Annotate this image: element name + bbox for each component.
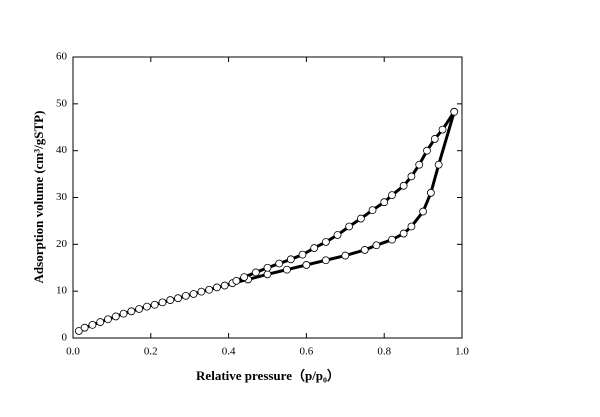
x-axis-label: Relative pressure（p/p₀） xyxy=(196,368,340,383)
data-point xyxy=(96,318,105,326)
data-point xyxy=(283,265,291,274)
data-point xyxy=(205,285,214,294)
data-point xyxy=(286,255,295,264)
data-point xyxy=(111,312,120,321)
data-point xyxy=(174,294,182,303)
data-point xyxy=(356,214,365,223)
data-point xyxy=(380,198,389,207)
data-point xyxy=(372,241,381,250)
data-point xyxy=(407,172,416,181)
y-tick-label: 50 xyxy=(56,97,68,109)
data-point xyxy=(321,238,330,246)
data-point xyxy=(232,276,241,285)
data-point xyxy=(143,302,151,311)
data-point xyxy=(423,146,431,155)
x-tick-label: 0.6 xyxy=(300,346,314,358)
data-point xyxy=(388,235,396,244)
series-line xyxy=(78,111,456,333)
data-point xyxy=(360,246,369,254)
data-point xyxy=(88,320,97,329)
x-tick-label: 1.0 xyxy=(455,346,469,358)
y-axis-label: Adsorption volume (cm³/gSTP) xyxy=(31,111,46,284)
data-point xyxy=(104,315,112,324)
data-point xyxy=(310,244,319,252)
data-point xyxy=(333,231,342,239)
data-point xyxy=(220,281,229,290)
data-point xyxy=(438,125,447,134)
data-point xyxy=(135,305,144,313)
y-tick-label: 10 xyxy=(56,285,68,297)
y-tick-label: 20 xyxy=(56,238,68,250)
data-point xyxy=(74,327,83,335)
data-point xyxy=(127,307,136,316)
x-tick-label: 0.2 xyxy=(144,346,158,358)
data-point xyxy=(150,300,159,309)
y-tick-label: 0 xyxy=(62,332,68,344)
data-point xyxy=(415,160,424,169)
data-point xyxy=(166,296,175,304)
data-point xyxy=(263,270,272,279)
data-point xyxy=(321,256,330,265)
data-point xyxy=(158,298,167,307)
data-point xyxy=(388,191,396,200)
data-point xyxy=(275,259,284,268)
y-tick-label: 40 xyxy=(56,144,68,156)
data-point xyxy=(345,222,354,231)
data-point xyxy=(80,323,89,332)
data-point xyxy=(426,188,435,197)
data-point xyxy=(189,290,198,298)
data-point xyxy=(181,291,190,300)
data-point xyxy=(298,250,307,259)
data-point xyxy=(213,283,221,292)
plot-frame xyxy=(72,56,463,339)
data-point xyxy=(341,251,350,260)
data-point xyxy=(368,206,377,215)
x-tick-label: 0.4 xyxy=(222,346,236,358)
data-point xyxy=(450,107,459,116)
data-point xyxy=(399,229,408,238)
y-tick-label: 60 xyxy=(56,51,68,63)
data-point xyxy=(430,135,439,143)
data-point xyxy=(119,309,128,318)
data-point xyxy=(251,268,260,277)
data-point xyxy=(419,207,428,216)
series-line xyxy=(235,110,456,283)
data-point xyxy=(263,263,272,272)
data-point xyxy=(302,261,311,269)
data-point xyxy=(197,287,206,296)
x-tick-label: 0.8 xyxy=(377,346,391,358)
data-point xyxy=(399,181,408,190)
data-point xyxy=(407,222,416,231)
x-tick-label: 0.0 xyxy=(66,346,80,358)
data-point xyxy=(434,160,443,169)
data-point xyxy=(240,273,249,282)
y-tick-label: 30 xyxy=(56,191,68,203)
